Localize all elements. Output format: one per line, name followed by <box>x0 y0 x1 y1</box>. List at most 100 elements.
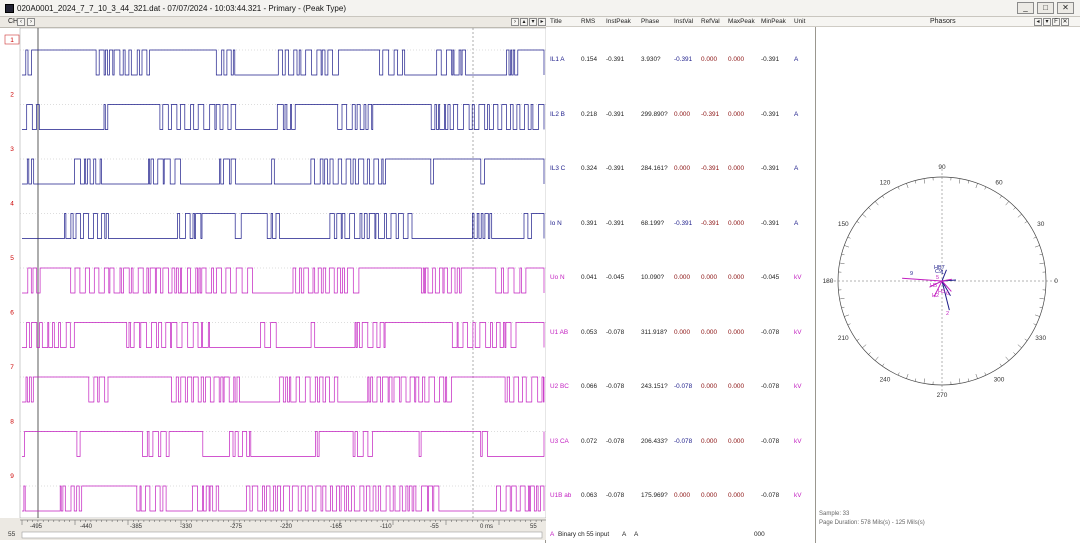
table-cell: 0.000 <box>674 165 690 172</box>
table-cell: 284.161? <box>641 165 668 172</box>
column-header[interactable]: RMS <box>581 18 596 25</box>
table-cell: 311.918? <box>641 328 668 336</box>
table-cell: 0.066 <box>581 383 597 390</box>
status-text: A <box>550 531 555 538</box>
table-cell: -0.391 <box>761 110 780 118</box>
channel-trace <box>22 322 545 348</box>
close-button[interactable]: ✕ <box>1057 2 1074 14</box>
channel-marker: 2 <box>10 92 14 99</box>
table-cell: -0.045 <box>606 274 625 281</box>
table-cell: -0.391 <box>606 110 625 118</box>
column-header[interactable]: InstPeak <box>606 18 631 25</box>
scroll-left-icon[interactable]: ‹ <box>17 18 25 26</box>
table-cell: -0.391 <box>674 56 693 63</box>
angle-label: 0 <box>1054 278 1058 285</box>
phasor-vector <box>929 280 943 288</box>
phasor-label: 2 <box>946 311 949 317</box>
table-cell: 0.000 <box>728 219 744 227</box>
phasor-label: 9 <box>910 271 913 277</box>
channel-marker: 4 <box>10 201 14 208</box>
page-number: 55 <box>8 531 16 538</box>
table-cell: -0.391 <box>674 219 693 227</box>
phasor-vector <box>941 280 950 311</box>
table-cell: 0.000 <box>728 328 744 336</box>
table-cell: 0.041 <box>581 274 597 281</box>
sample-count: Sample: 33 <box>819 511 850 517</box>
time-tick: -220 <box>280 524 293 530</box>
phasor-label: 5 <box>936 275 939 281</box>
phasor-label: 6 <box>946 291 949 297</box>
phasor-label: H3 <box>938 289 945 295</box>
phasor-label: HB7 <box>934 265 945 271</box>
channel-marker: 9 <box>10 473 14 480</box>
table-cell: 0.000 <box>728 110 744 118</box>
table-cell: 0.324 <box>581 165 597 172</box>
phasor-vector <box>933 280 943 298</box>
scroll-right-icon[interactable]: › <box>27 18 35 26</box>
phasor-left-icon[interactable]: ◂ <box>1034 18 1042 26</box>
nav-end-icon[interactable]: ▸ <box>538 18 546 26</box>
waveform-panel[interactable]: CH ‹ › › ▴ ▾ ▸ 1 2 3 4 5 6 7 8 9 -495 -440 -385 -330… <box>0 17 546 543</box>
table-cell: -0.078 <box>606 328 625 336</box>
table-cell: 0.218 <box>581 110 597 118</box>
app-icon <box>5 4 14 13</box>
phasor-vector <box>941 280 951 296</box>
phasor-vector <box>941 278 952 282</box>
column-header[interactable]: MinPeak <box>761 18 786 25</box>
trace-area[interactable]: 1 2 3 4 5 6 7 8 9 -495 -440 -385 -330 -275 -220 -165 -11… <box>0 28 546 540</box>
table-cell: 68.199? <box>641 219 665 227</box>
table-cell: kV <box>794 274 802 281</box>
channel-trace <box>22 431 545 457</box>
table-cell: U1 AB <box>550 328 569 336</box>
angle-label: 120 <box>880 179 891 186</box>
phasor-label: H5 <box>930 283 937 289</box>
table-cell: U1B ab <box>550 492 572 499</box>
column-header[interactable]: Title <box>550 18 562 25</box>
channel-trace <box>22 158 545 185</box>
phasor-down-icon[interactable]: ▾ <box>1043 18 1051 26</box>
column-header[interactable]: RefVal <box>701 18 720 25</box>
angle-label: 270 <box>937 392 948 399</box>
nav-right-icon[interactable]: › <box>511 18 519 26</box>
channel-trace <box>22 213 545 239</box>
table-cell: 0.000 <box>674 492 690 499</box>
table-cell: Uo N <box>550 274 565 281</box>
angle-label: 150 <box>838 221 849 228</box>
channel-marker: 5 <box>10 255 14 262</box>
table-cell: 0.000 <box>701 56 717 63</box>
table-cell: 299.890? <box>641 110 668 118</box>
phasor-settings-icon[interactable]: F <box>1052 18 1060 26</box>
angle-label: 30 <box>1037 221 1045 228</box>
table-cell: A <box>794 165 799 172</box>
table-cell: -0.391 <box>606 219 625 227</box>
phasor-close-icon[interactable]: ✕ <box>1061 18 1069 26</box>
table-cell: 0.000 <box>728 165 744 172</box>
maximize-button[interactable]: □ <box>1037 2 1054 14</box>
nav-down-icon[interactable]: ▾ <box>529 18 537 26</box>
table-cell: Io N <box>550 219 562 227</box>
time-tick: 55 <box>530 524 537 530</box>
table-cell: -0.045 <box>761 274 780 281</box>
page-duration: Page Duration: 578 Mils(s) - 125 Mils(s) <box>819 520 925 526</box>
channel-trace <box>22 376 545 403</box>
table-cell: kV <box>794 492 802 499</box>
table-cell: IL2 B <box>550 110 565 118</box>
column-header[interactable]: Phase <box>641 18 660 25</box>
column-header[interactable]: InstVal <box>674 18 694 25</box>
angle-label: 60 <box>995 179 1003 186</box>
column-header[interactable]: MaxPeak <box>728 18 755 25</box>
table-cell: -0.078 <box>606 492 625 499</box>
table-cell: 10.090? <box>641 274 665 281</box>
time-tick: -275 <box>230 524 243 530</box>
table-cell: 0.391 <box>581 219 597 227</box>
table-cell: -0.078 <box>606 437 625 445</box>
nav-up-icon[interactable]: ▴ <box>520 18 528 26</box>
channel-trace <box>22 267 545 294</box>
table-cell: -0.391 <box>606 56 625 63</box>
angle-label: 180 <box>823 278 834 285</box>
column-header[interactable]: Unit <box>794 18 806 25</box>
table-cell: -0.078 <box>761 437 780 445</box>
table-cell: 0.000 <box>701 437 717 445</box>
minimize-button[interactable]: _ <box>1017 2 1034 14</box>
table-cell: 0.000 <box>701 328 717 336</box>
